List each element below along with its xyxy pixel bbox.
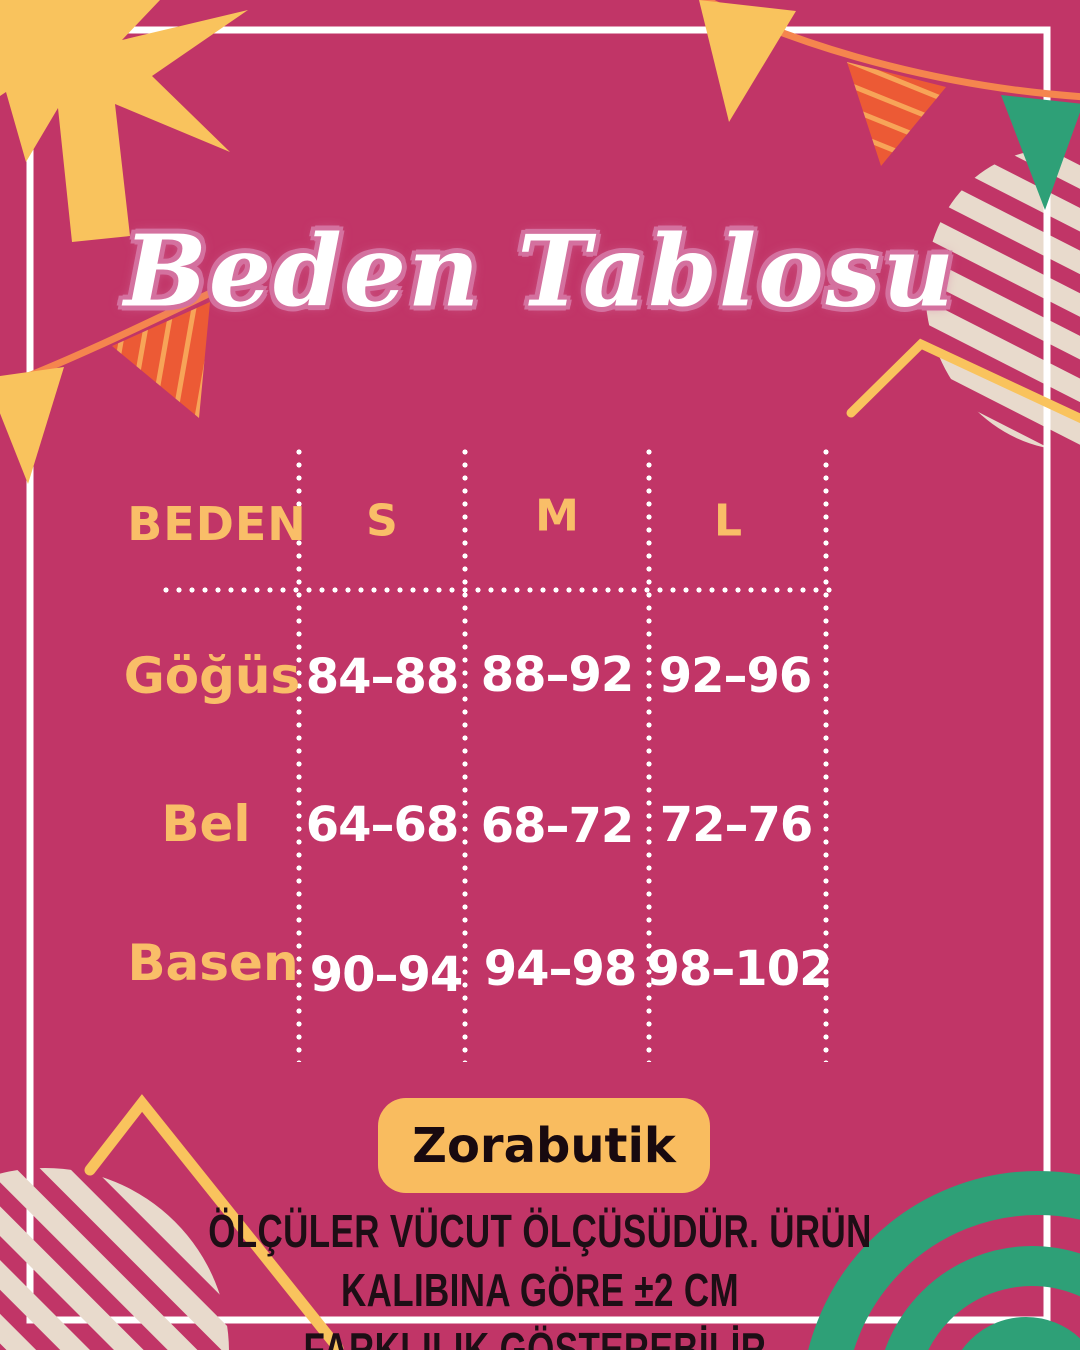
cell-gogus-m: 88–92	[480, 647, 635, 703]
table-header-size-m: M	[535, 490, 579, 542]
cell-basen-m: 94–98	[483, 941, 638, 997]
pennant-striped-top	[847, 62, 946, 166]
table-header-size-l: L	[713, 495, 743, 547]
row-label-gogus: Göğüs	[123, 647, 301, 705]
table-divider-vertical-3	[646, 448, 652, 1062]
table-divider-vertical-4	[823, 448, 829, 1062]
brand-badge-label: Zorabutik	[412, 1117, 676, 1174]
frame-border	[26, 26, 1051, 1324]
cell-gogus-s: 84–88	[305, 649, 460, 705]
pennant-green-top	[1001, 95, 1080, 210]
brand-badge: Zorabutik	[378, 1098, 710, 1193]
pennant-yellow-top	[699, 0, 796, 122]
triangle-outline-right	[846, 338, 1080, 424]
spiral-bottom-right	[808, 1171, 1080, 1350]
table-header-size-s: S	[366, 495, 398, 547]
table-divider-vertical-2	[462, 448, 468, 1062]
cell-bel-m: 68–72	[480, 798, 635, 854]
page-title: Beden Tablosu	[123, 214, 957, 330]
sunburst-shape	[0, 0, 248, 242]
pennant-striped-left	[112, 302, 210, 418]
cell-bel-l: 72–76	[659, 797, 814, 853]
table-header-beden: BEDEN	[127, 497, 307, 551]
zigzag-line-bottom-left	[84, 1094, 344, 1350]
cell-bel-s: 64–68	[305, 797, 460, 853]
cell-basen-s: 90–94	[309, 947, 464, 1003]
footer-line-1: ÖLÇÜLER VÜCUT ÖLÇÜSÜDÜR. ÜRÜN KALIBINA G…	[208, 1205, 872, 1316]
footer-line-2: FARKLILIK GÖSTEREBİLİR.	[303, 1323, 777, 1350]
pennant-yellow-left	[0, 367, 64, 484]
cell-gogus-l: 92–96	[658, 648, 813, 704]
table-divider-horizontal	[162, 587, 834, 593]
striped-circle-bottom-left	[0, 1168, 229, 1350]
row-label-basen: Basen	[127, 934, 299, 992]
footer-disclaimer: ÖLÇÜLER VÜCUT ÖLÇÜSÜDÜR. ÜRÜN KALIBINA G…	[130, 1202, 951, 1350]
table-divider-vertical-1	[296, 448, 302, 1062]
cell-basen-l: 98–102	[646, 941, 833, 997]
row-label-bel: Bel	[161, 795, 251, 853]
